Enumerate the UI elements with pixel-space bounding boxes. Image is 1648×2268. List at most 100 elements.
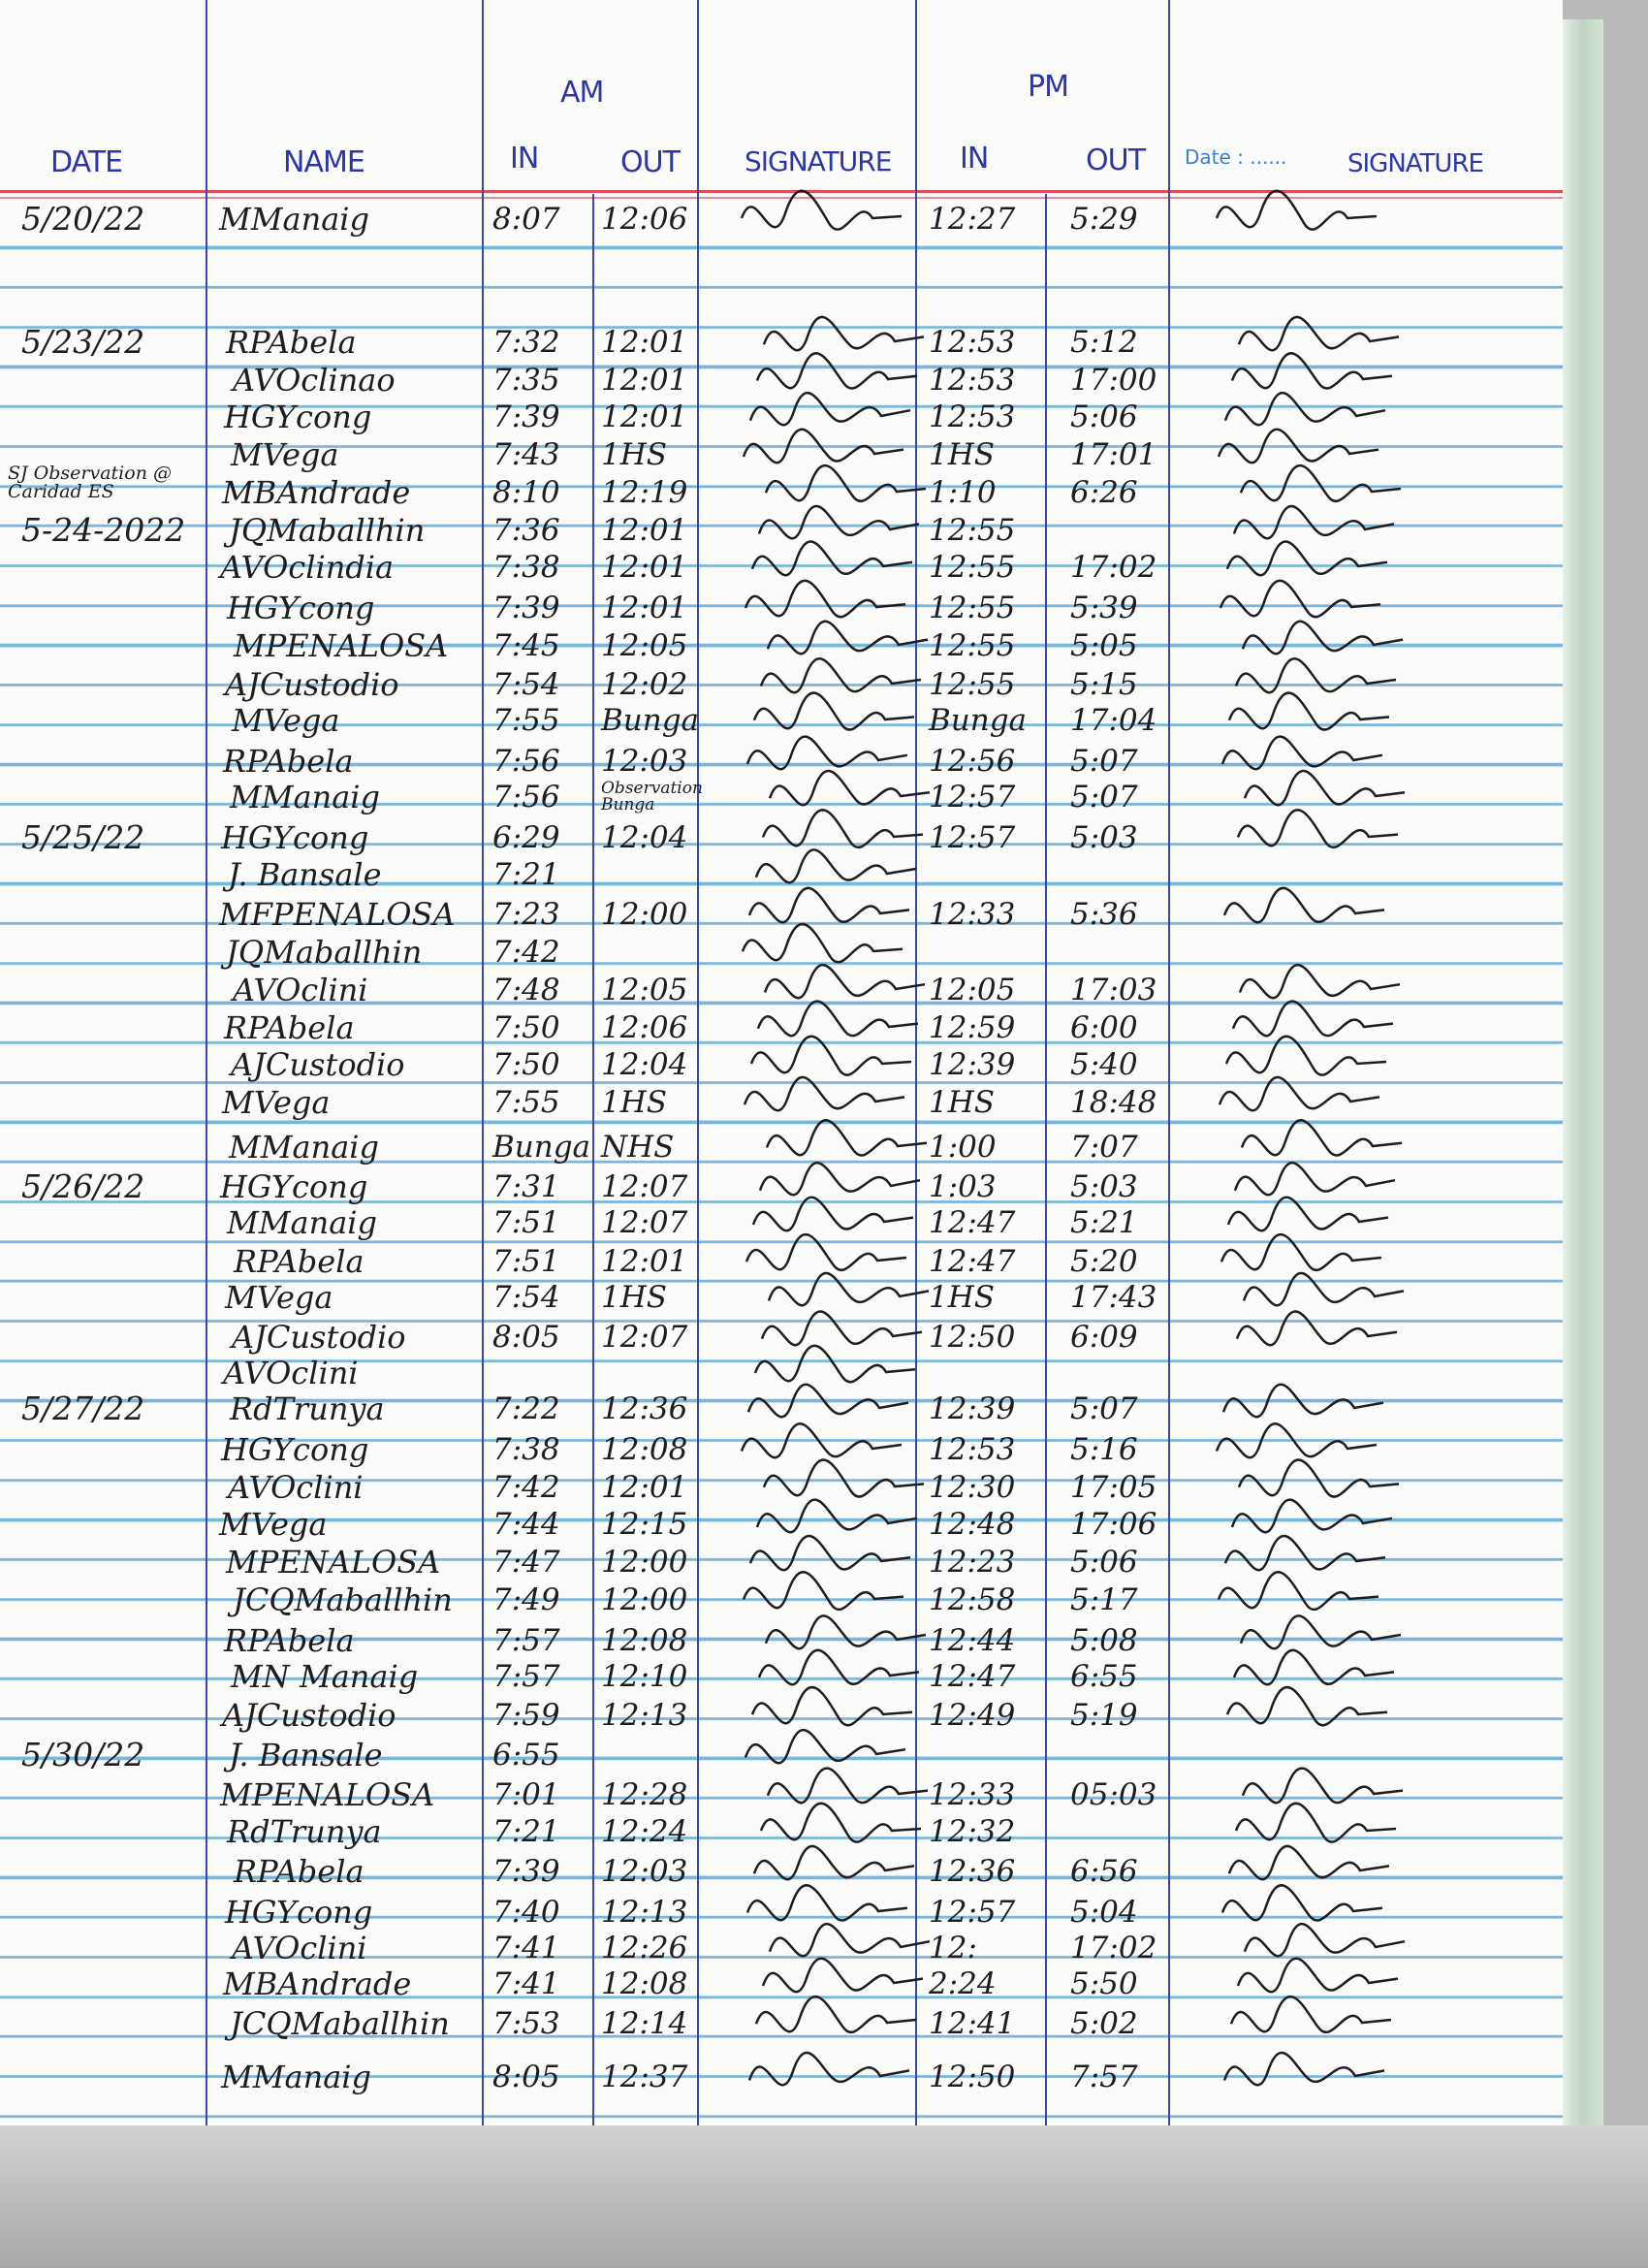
row-am-out: 12:03: [601, 744, 688, 779]
table-row: MPENALOSA 7:47 12:00 12:23 5:06: [0, 1534, 1563, 1581]
row-am-in: 7:42: [492, 935, 560, 970]
pm-signature-scribble: [1230, 1498, 1393, 1534]
row-am-in: 6:29: [492, 820, 560, 855]
table-row: 5/26/22 HGYcong 7:31 12:07 1:03 5:03: [0, 1162, 1563, 1205]
table-row: JCQMaballhin 7:53 12:14 12:41 5:02: [0, 1995, 1563, 2042]
row-am-in: 8:05: [492, 2060, 560, 2094]
row-note: SJ Observation @ Caridad ES: [8, 463, 172, 502]
row-am-in: 7:40: [492, 1895, 560, 1930]
pm-signature-scribble: [1223, 1534, 1386, 1572]
pm-signature-scribble: [1224, 1035, 1387, 1076]
row-name: MPENALOSA: [226, 1544, 441, 1581]
row-am-out: 12:13: [601, 1698, 688, 1733]
row-pm-out: 5:03: [1070, 820, 1138, 855]
pm-signature-scribble: [1230, 352, 1393, 390]
row-am-in: Bunga: [492, 1130, 591, 1165]
row-pm-out: 17:02: [1070, 1931, 1157, 1965]
header-pm: PM: [1028, 70, 1069, 104]
pm-signature-scribble: [1235, 1310, 1398, 1347]
am-signature-scribble: [760, 1310, 923, 1347]
row-pm-out: 5:03: [1070, 1169, 1138, 1204]
row-name: RdTrunya: [230, 1390, 385, 1427]
am-signature-scribble: [746, 1383, 909, 1419]
pm-signature-scribble: [1225, 540, 1388, 577]
row-name: MManaig: [219, 201, 370, 238]
pm-signature-scribble: [1219, 579, 1381, 619]
row-pm-out: 6:55: [1070, 1659, 1138, 1694]
row-am-in: 8:07: [492, 202, 560, 237]
column-divider: [482, 0, 484, 2125]
row-pm-in: 12:30: [929, 1470, 1016, 1505]
header-am-signature: SIGNATURE: [745, 145, 892, 177]
row-am-out: 12:05: [601, 973, 688, 1007]
am-signature-scribble: [766, 620, 929, 655]
table-row: MN Manaig 7:57 12:10 12:47 6:55: [0, 1648, 1563, 1695]
am-signature-scribble: [757, 504, 920, 540]
pm-signature-scribble: [1240, 1119, 1403, 1157]
row-pm-in: 12:53: [929, 363, 1016, 398]
row-am-in: 7:32: [492, 325, 560, 360]
row-am-in: 7:57: [492, 1659, 560, 1694]
am-signature-scribble: [753, 1344, 916, 1384]
pm-signature-scribble: [1220, 735, 1383, 771]
row-pm-in: 12:57: [929, 780, 1016, 815]
column-divider: [1168, 0, 1170, 2125]
am-signature-scribble: [765, 1119, 928, 1157]
pm-signature-scribble: [1220, 1232, 1382, 1272]
row-pm-in: 12:: [929, 1931, 977, 1965]
table-row: MVega 7:55 Bunga Bunga 17:04: [0, 691, 1563, 739]
row-am-out: 12:01: [601, 513, 688, 548]
row-am-out: 12:04: [601, 820, 688, 855]
table-row: JQMaballhin 7:42: [0, 922, 1563, 971]
table-row: HGYcong 7:39 12:01 12:55 5:39: [0, 579, 1563, 626]
pm-signature-scribble: [1225, 1685, 1388, 1727]
am-signature-scribble: [742, 1571, 904, 1612]
row-name: HGYcong: [225, 1894, 373, 1931]
row-name: J. Bansale: [228, 856, 382, 893]
pm-signature-scribble: [1237, 1458, 1400, 1498]
row-name: AVOclinao: [233, 362, 396, 399]
pm-signature-scribble: [1215, 1422, 1378, 1459]
am-signature-scribble: [764, 463, 927, 503]
am-signature-scribble: [761, 1957, 924, 1994]
row-am-out: 12:00: [601, 1582, 688, 1617]
am-signature-scribble: [762, 315, 925, 352]
table-row: 5/20/22 MManaig 8:07 12:06 12:27 5:29: [0, 189, 1563, 238]
table-row: MVega 7:55 1HS 1HS 18:48: [0, 1075, 1563, 1121]
row-pm-out: 18:48: [1070, 1085, 1157, 1120]
row-pm-out: 17:02: [1070, 550, 1157, 585]
row-name: MBAndrade: [223, 1965, 412, 2002]
row-am-out: 12:10: [601, 1659, 688, 1694]
row-pm-out: 17:00: [1070, 363, 1157, 398]
pm-signature-scribble: [1227, 691, 1390, 731]
row-am-out: 12:08: [601, 1432, 688, 1467]
row-am-out: 12:05: [601, 628, 688, 663]
column-divider: [915, 0, 917, 2125]
table-row: AJCustodio 7:59 12:13 12:49 5:19: [0, 1685, 1563, 1734]
column-divider: [1045, 194, 1047, 2125]
row-name: MVega: [225, 1279, 333, 1316]
row-am-in: 7:36: [492, 513, 560, 548]
row-am-out: 12:15: [601, 1507, 688, 1542]
row-am-in: 7:50: [492, 1047, 560, 1082]
row-name: RdTrunya: [227, 1813, 382, 1850]
am-signature-scribble: [751, 1196, 914, 1232]
row-pm-in: 12:55: [929, 513, 1016, 548]
am-signature-scribble: [744, 579, 906, 619]
row-am-in: 7:59: [492, 1698, 560, 1733]
row-name: RPAbela: [224, 1622, 355, 1659]
am-signature-scribble: [759, 1802, 922, 1843]
am-signature-scribble: [761, 809, 924, 849]
am-signature-scribble: [745, 1232, 907, 1272]
row-pm-out: 05:03: [1070, 1777, 1157, 1812]
row-pm-out: 5:40: [1070, 1047, 1138, 1082]
pm-signature-scribble: [1236, 809, 1399, 849]
row-pm-out: 5:07: [1070, 780, 1138, 815]
table-row: MManaig 8:05 12:37 12:50 7:57: [0, 2051, 1563, 2095]
am-signature-scribble: [752, 1844, 915, 1881]
row-pm-in: 12:41: [929, 2006, 1016, 2041]
row-name: MPENALOSA: [220, 1776, 435, 1813]
pm-signature-scribble: [1222, 886, 1385, 924]
row-date: 5/27/22: [21, 1390, 145, 1427]
row-am-in: 7:54: [492, 667, 560, 702]
